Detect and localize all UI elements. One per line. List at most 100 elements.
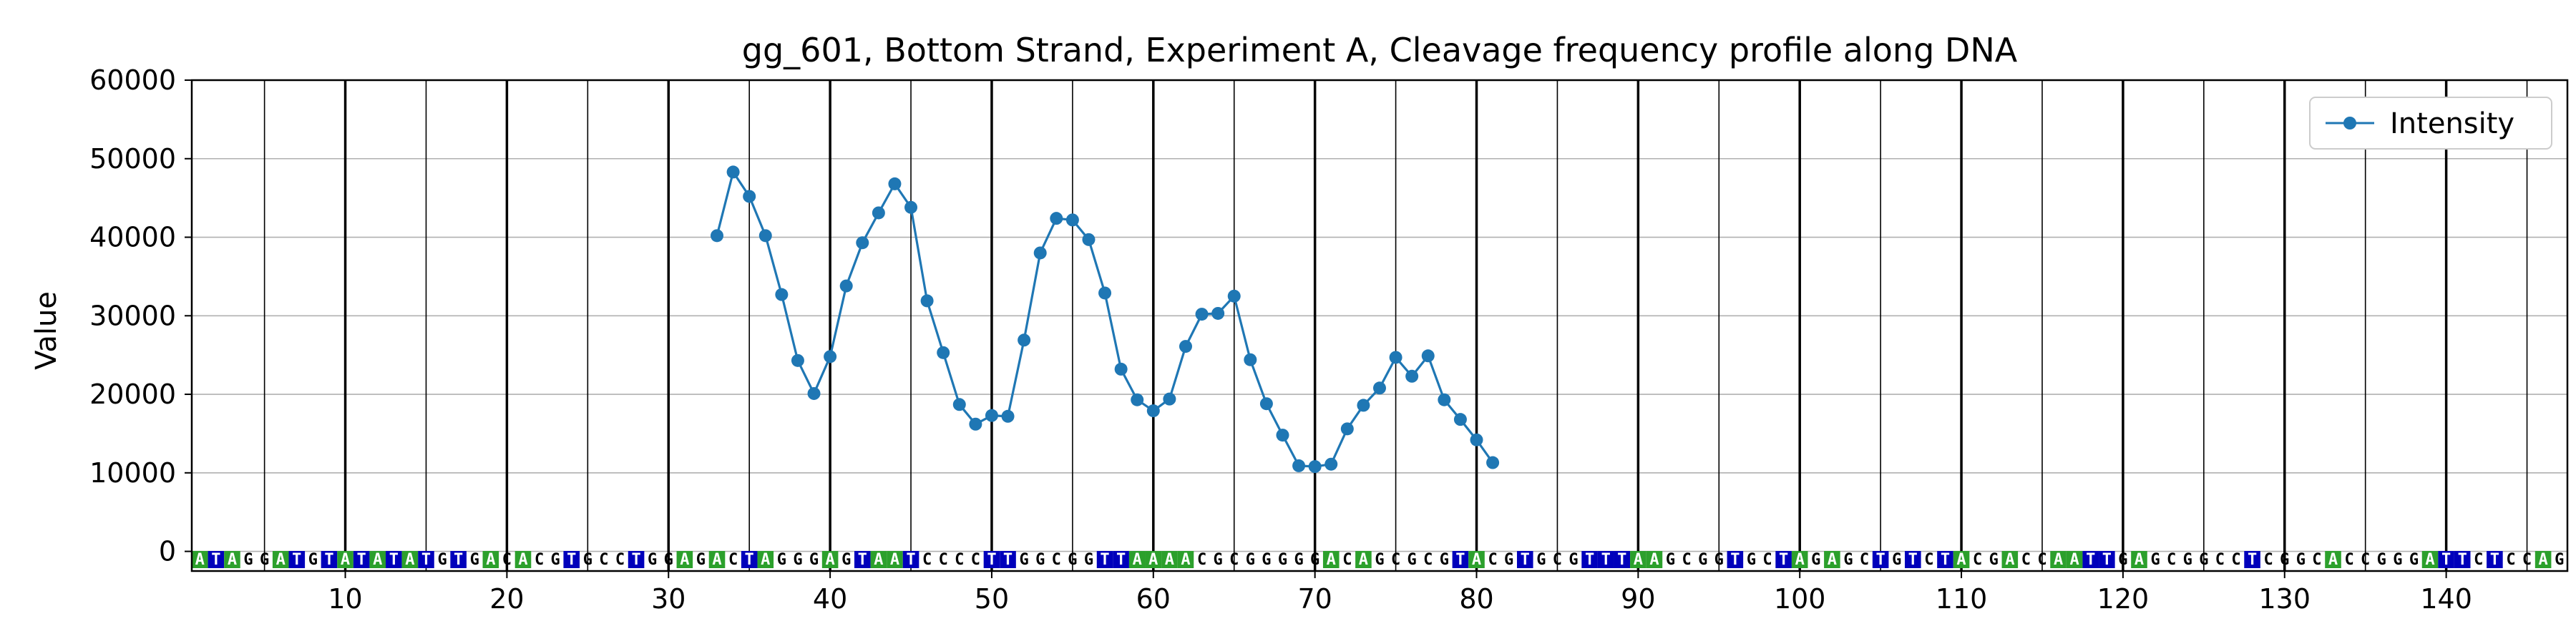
base-letter: C [1553,551,1562,569]
plot-frame [190,79,2569,572]
x-tick-label: 100 [1774,583,1826,615]
base-letter: C [1682,551,1691,569]
base-letter: G [1568,551,1578,569]
base-cell [1355,551,1372,568]
base-letter: C [2167,551,2176,569]
base-letter: A [1649,551,1659,569]
base-cell [2421,551,2439,568]
base-letter: C [1052,551,1061,569]
base-cell [676,551,693,568]
base-cell [353,551,370,568]
data-point [775,288,789,301]
base-letter: G [1068,551,1077,569]
base-letter: A [1828,551,1837,569]
base-cell [1872,551,1889,568]
base-letter: C [615,551,625,569]
base-letter: T [1908,551,1918,569]
data-point [1470,433,1483,447]
base-letter: G [470,551,479,569]
base-cell [192,551,208,568]
base-letter: G [1811,551,1820,569]
base-letter: A [1181,551,1190,569]
base-letter: G [308,551,318,569]
base-cell [1597,551,1614,568]
y-tick-label: 50000 [89,143,176,175]
base-letter: G [1666,551,1675,569]
base-cell [1905,551,1921,568]
y-tick-label: 0 [159,536,176,567]
base-cell [741,551,758,568]
base-letter: G [2377,551,2386,569]
base-cell [401,551,419,568]
base-cell [288,551,306,568]
base-cell [2244,551,2260,568]
base-letter: A [874,551,883,569]
base-cell [1322,551,1340,568]
data-point [711,229,724,243]
base-letter: G [1843,551,1853,569]
chart-title: gg_601, Bottom Strand, Experiment A, Cle… [742,31,2018,69]
base-cell [1824,551,1840,568]
data-point [904,200,918,214]
series-layer [711,165,1500,474]
y-tick-label: 30000 [89,300,176,331]
base-letter: G [1714,551,1724,569]
base-cell [1452,551,1469,568]
base-letter: G [1407,551,1417,569]
base-letter: G [841,551,851,569]
base-cell [1953,551,1970,568]
base-cell [1937,551,1953,568]
base-cell [757,551,774,568]
base-cell [2082,551,2099,568]
data-point [937,346,950,359]
data-point [1163,392,1176,406]
base-letter: G [1310,551,1319,569]
base-letter: G [1262,551,1271,569]
data-point [952,398,966,411]
base-letter: A [712,551,721,569]
base-letter: T [745,551,754,569]
base-letter: A [405,551,414,569]
base-letter: T [324,551,333,569]
base-letter: G [2555,551,2564,569]
base-letter: G [2118,551,2127,569]
base-cell [1161,551,1178,568]
base-letter: C [1762,551,1772,569]
base-letter: T [2441,551,2451,569]
base-letter: T [421,551,431,569]
data-point [1340,422,1354,436]
y-tick-label: 60000 [89,64,176,96]
base-letter: G [2393,551,2402,569]
base-letter: A [1634,551,1643,569]
base-letter: C [535,551,544,569]
base-cell [2438,551,2454,568]
data-point [920,294,934,308]
y-tick-label: 20000 [89,379,176,410]
base-letter: A [341,551,350,569]
base-cell [854,551,871,568]
base-letter: C [1860,551,1869,569]
base-cell [1646,551,1663,568]
base-cell [450,551,467,568]
x-tick-label: 30 [651,583,686,615]
base-letter: G [1375,551,1384,569]
base-letter: A [373,551,382,569]
y-axis-ticks: 0 10000 20000 30000 40000 50000 60000 [89,64,192,567]
base-cell [708,551,726,568]
data-point [1276,429,1289,442]
base-letter: T [1601,551,1611,569]
x-tick-label: 10 [328,583,362,615]
data-point [1308,460,1322,474]
x-tick-label: 130 [2258,583,2311,615]
base-letter: T [389,551,399,569]
base-letter: A [2005,551,2014,569]
data-point [791,353,804,367]
base-letter: G [793,551,802,569]
base-cell [1727,551,1744,568]
data-point [888,177,902,190]
data-point [1065,213,1079,227]
base-cell [1000,551,1016,568]
base-letter: C [1973,551,1982,569]
base-letter: T [1941,551,1950,569]
